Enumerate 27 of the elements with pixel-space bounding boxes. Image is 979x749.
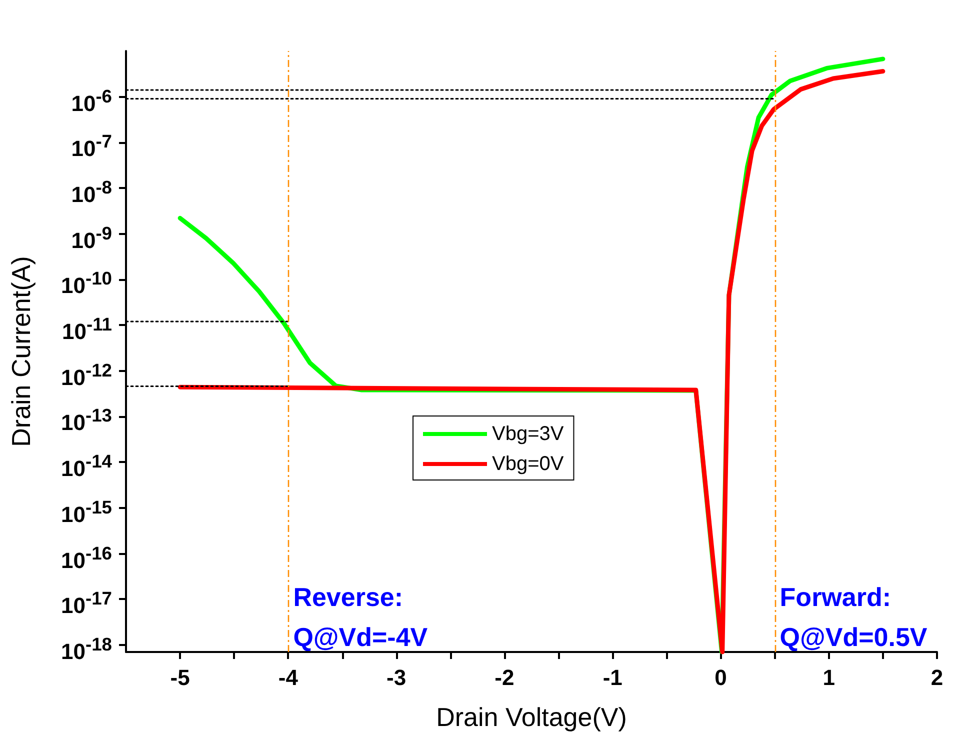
y-tick-label: 10$^{-16}$ [61,541,112,572]
y-tick-label: 10$^{-12}$ [61,358,112,390]
x-tick-label: -3 [386,665,406,690]
y-tick-label: 10$^{-17}$ [61,586,112,618]
y-tick-label: 10$^{-14}$ [61,450,112,481]
y-tick-label: 10$^{-6}$ [71,84,112,116]
y-tick-label: 10$^{-11}$ [62,312,112,344]
y-tick-label: 10$^{-9}$ [71,221,112,253]
y-tick-label: 10$^{-15}$ [61,495,112,527]
y-tick-label: 10$^{-18}$ [61,632,112,664]
x-tick-label: -4 [278,665,298,690]
annotation: Reverse: Q@Vd=-4V [293,582,428,652]
legend-label: Vbg=3V [492,423,564,445]
x-tick-label: -1 [602,665,622,690]
y-tick-label: 10$^{-7}$ [71,130,112,162]
x-tick-label: 1 [822,665,835,690]
x-tick-label: 0 [714,665,727,690]
y-tick-label: 10$^{-13}$ [61,404,112,436]
x-tick-label: -2 [494,665,514,690]
y-axis-title: Drain Current(A) [6,256,36,447]
annotation: Forward: Q@Vd=0.5V [780,582,928,652]
y-tick-label: 10$^{-10}$ [61,266,112,298]
x-tick-label: -5 [170,665,190,690]
x-tick-label: 2 [930,665,944,690]
legend-label: Vbg=0V [492,453,564,475]
x-axis-title: Drain Voltage(V) [436,702,627,732]
y-tick-label: 10$^{-8}$ [71,176,112,207]
